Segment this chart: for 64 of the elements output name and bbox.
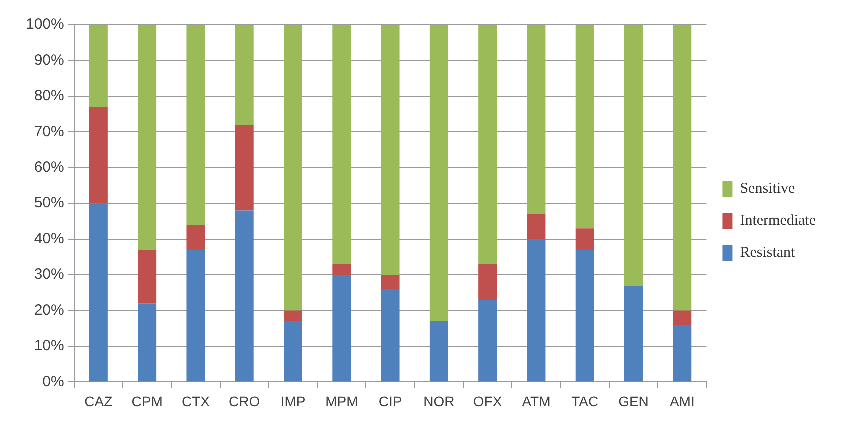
legend-label: Intermediate [740, 212, 816, 229]
bar [332, 275, 352, 382]
bar [576, 250, 594, 382]
bar [624, 25, 643, 286]
bar [430, 321, 448, 382]
bar [576, 228, 594, 250]
bar [138, 250, 157, 304]
y-tick-label: 90% [34, 52, 64, 69]
bar [138, 304, 157, 382]
legend-label: Sensitive [740, 180, 796, 197]
bar [89, 25, 108, 108]
y-tick-label: 10% [34, 338, 64, 355]
y-tick-label: 50% [34, 194, 64, 212]
x-tick-label: MPM [326, 393, 358, 410]
x-tick-label: CRO [229, 393, 260, 410]
x-tick-label: ATM [522, 393, 551, 410]
bar [381, 25, 400, 276]
y-tick-label: 0% [42, 373, 64, 390]
bar [284, 321, 302, 382]
y-tick-label: 100% [26, 16, 64, 34]
bar [138, 25, 157, 250]
y-tick-label: 30% [34, 266, 64, 284]
bar [284, 310, 302, 322]
y-tick-label: 80% [34, 88, 64, 105]
bar [478, 25, 498, 264]
legend-label: Resistant [740, 244, 796, 261]
x-tick-label: OFX [473, 393, 503, 410]
x-tick-label: AMI [670, 393, 695, 410]
bar [235, 210, 254, 382]
x-tick-label: CPM [132, 393, 163, 410]
bar [527, 239, 546, 382]
x-tick-label: GEN [618, 393, 649, 410]
bar [430, 25, 448, 322]
bar [673, 325, 692, 382]
y-tick-label: 40% [34, 230, 64, 248]
bar [284, 25, 302, 311]
bar [186, 250, 206, 382]
x-tick-label: CTX [182, 393, 211, 410]
y-tick-label: 70% [34, 123, 64, 140]
bar [576, 25, 594, 229]
bar [89, 204, 108, 382]
x-tick-label: CAZ [84, 393, 114, 410]
bar [673, 310, 692, 326]
x-tick-label: IMP [280, 393, 306, 410]
bar [332, 25, 352, 264]
bar [673, 25, 692, 311]
bar [381, 275, 400, 290]
bar [478, 300, 498, 382]
bar [381, 289, 400, 382]
x-tick-label: CIP [378, 393, 402, 410]
bar [235, 25, 254, 126]
bar [527, 25, 546, 214]
x-tick-label: NOR [424, 393, 455, 410]
bar [186, 225, 206, 250]
bar [186, 25, 206, 226]
x-tick-label: TAC [572, 393, 599, 410]
y-tick-label: 60% [34, 159, 64, 176]
bar [89, 107, 108, 204]
bar [527, 214, 546, 240]
bar [624, 286, 643, 382]
bar [332, 264, 352, 276]
y-tick-label: 20% [34, 302, 64, 319]
bar [478, 264, 498, 300]
bar [235, 125, 254, 211]
